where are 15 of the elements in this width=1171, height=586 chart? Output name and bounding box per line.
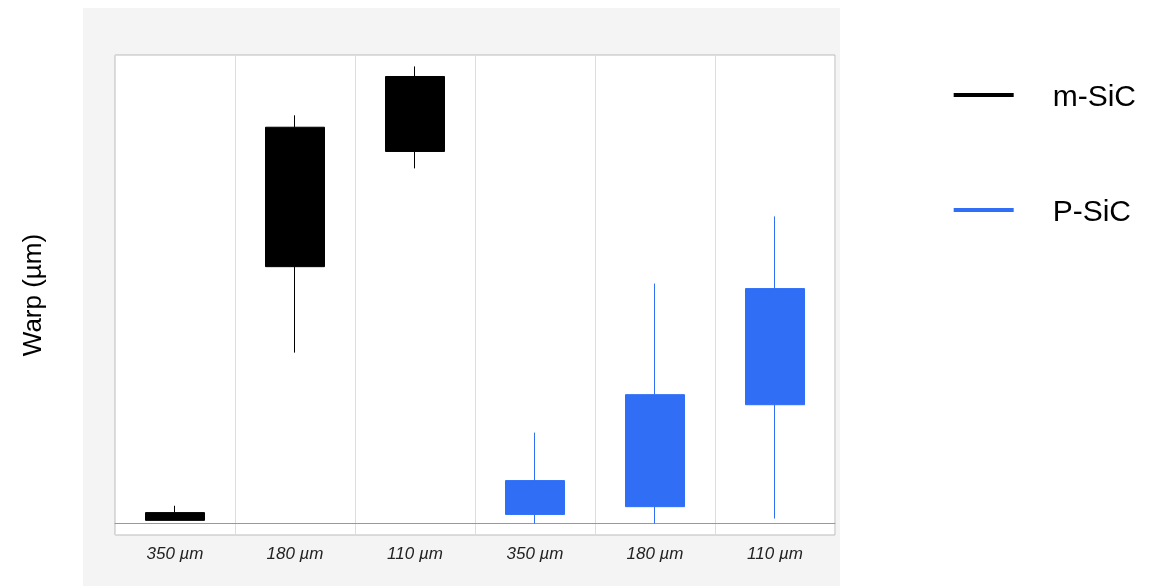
x-tick-label: 350 µm xyxy=(506,544,564,563)
candlestick xyxy=(745,215,805,520)
candlestick xyxy=(505,432,565,525)
x-tick-label: 180 µm xyxy=(266,544,324,563)
x-tick-label: 110 µm xyxy=(387,544,443,563)
candlestick xyxy=(385,65,445,169)
candlestick xyxy=(145,505,205,521)
x-tick-label: 350 µm xyxy=(146,544,204,563)
candlestick xyxy=(625,283,685,525)
legend-label: m-SiC xyxy=(1052,78,1137,112)
legend-label: P-SiC xyxy=(1052,193,1132,227)
candlestick xyxy=(265,114,325,354)
y-axis-title: Warp (µm) xyxy=(17,233,47,357)
x-tick-label: 110 µm xyxy=(747,544,803,563)
x-tick-label: 180 µm xyxy=(626,544,684,563)
